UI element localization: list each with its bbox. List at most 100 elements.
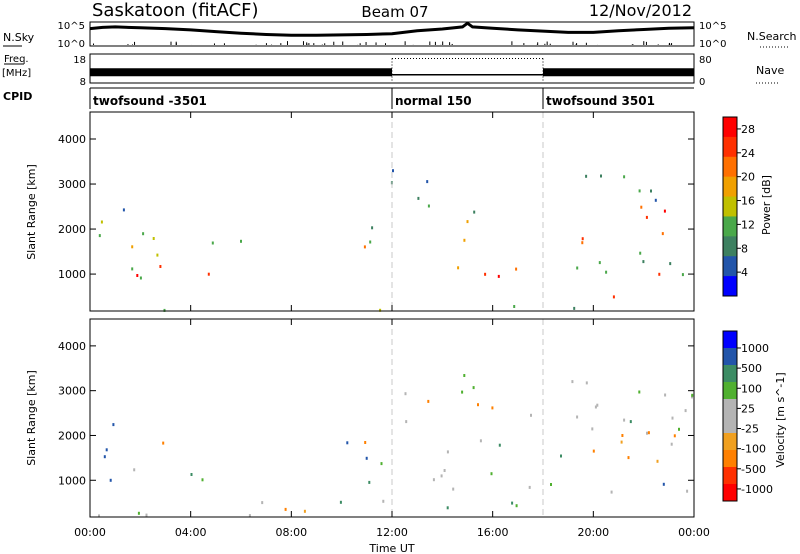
heat-cell [620, 440, 623, 444]
heat-cell [461, 390, 464, 394]
heat-cell [530, 413, 532, 417]
y-tick-label: 1000 [58, 268, 86, 281]
heat-cell [122, 208, 125, 212]
heat-cell [610, 490, 613, 494]
heat-cell [371, 226, 374, 230]
heat-cell [139, 276, 142, 280]
colorbar-swatch [723, 365, 737, 383]
colorbar-swatch [723, 382, 737, 400]
nsky-label: N.Sky [3, 31, 35, 44]
heat-cell [392, 169, 394, 173]
colorbar-tick-label: 25 [741, 402, 755, 415]
heat-cell [670, 442, 673, 446]
power-ylabel: Slant Range [km] [25, 164, 38, 260]
heat-cell [691, 393, 694, 397]
freq-tick-bottom-right: 0 [699, 77, 705, 88]
heat-cell [405, 420, 408, 424]
heat-cell [98, 514, 100, 518]
heat-cell [645, 215, 648, 219]
power-colorbar-label: Power [dB] [760, 175, 773, 235]
heat-cell [162, 441, 165, 445]
heat-cell [491, 406, 494, 410]
heat-cell [639, 251, 642, 255]
heat-cell [432, 478, 435, 482]
nsky-tick-top-right: 10^5 [699, 21, 726, 32]
heat-cell [477, 403, 479, 407]
heat-cell [346, 441, 349, 445]
heat-cell [472, 386, 475, 390]
x-tick-label: 20:00 [577, 526, 609, 539]
heat-cell [112, 423, 115, 427]
velocity-heatmap [98, 319, 694, 518]
velocity-ylabel: Slant Range [km] [25, 370, 38, 466]
colorbar-swatch [723, 176, 737, 198]
heat-cell [681, 273, 684, 277]
x-tick-label: 16:00 [477, 526, 509, 539]
colorbar-tick-label: 12 [741, 218, 755, 231]
cpid-label: CPID [3, 90, 32, 103]
heat-cell [426, 180, 429, 184]
heat-cell [528, 485, 531, 489]
heat-cell [457, 266, 460, 270]
heat-cell [364, 441, 367, 444]
heat-cell [560, 454, 562, 458]
heat-cell [662, 482, 665, 486]
heat-cell [576, 266, 579, 270]
power-frame [89, 111, 695, 312]
nsky-frame [89, 21, 695, 47]
heat-cell [103, 455, 106, 459]
cpid-segments: twofsound -3501 normal 150 twofsound 3501 [93, 88, 655, 109]
heat-cell [658, 272, 661, 276]
heat-cell [105, 448, 108, 452]
freq-tick-bottom-left: 8 [80, 77, 86, 88]
date-label: 12/Nov/2012 [589, 1, 692, 20]
heat-cell [417, 196, 420, 200]
xlabel: Time UT [368, 542, 414, 554]
cpid-segment-label: twofsound -3501 [93, 94, 207, 108]
power-heatmap [98, 112, 684, 312]
heat-cell [600, 174, 602, 178]
freq-band [543, 68, 694, 77]
colorbar-tick-label: 20 [741, 171, 755, 184]
heat-cell [638, 390, 641, 394]
heat-cell [427, 399, 430, 403]
colorbar-tick-label: 4 [741, 266, 748, 279]
velocity-colorbar-label: Velocity [m s^-1] [774, 372, 787, 467]
heat-cell [404, 392, 407, 396]
y-tick-label: 3000 [58, 178, 86, 191]
heat-cell [100, 220, 103, 224]
x-tick-label: 12:00 [376, 526, 408, 539]
velocity-frame [89, 318, 695, 518]
time-x-axis: 00:00 04:00 08:00 12:00 16:00 20:00 00:00 [74, 112, 710, 539]
heat-cell [207, 272, 210, 276]
heat-cell [678, 427, 680, 431]
colorbar-swatch [723, 484, 737, 502]
heat-cell [642, 260, 645, 264]
colorbar-swatch [723, 196, 737, 217]
colorbar-tick-label: 8 [741, 242, 748, 255]
power-colorbar: 4 8 12 16 20 24 28 [722, 116, 755, 297]
heat-cell [691, 395, 693, 399]
nsky-curve [89, 21, 695, 37]
heat-cell [156, 253, 159, 257]
heat-cell [640, 205, 643, 209]
heat-cell [585, 381, 588, 385]
heat-cell [571, 380, 574, 384]
heat-cell [284, 507, 287, 511]
heat-cell [463, 238, 466, 242]
freq-trace [90, 58, 694, 83]
heat-cell [669, 262, 672, 266]
colorbar-tick-label: 100 [741, 382, 762, 395]
heat-cell [446, 506, 449, 510]
x-tick-label: 04:00 [175, 526, 207, 539]
heat-cell [550, 483, 552, 486]
power-panel: 1000 2000 3000 4000 Slant Range [km] 4 8 12 16… [25, 111, 773, 312]
heat-cell [581, 241, 584, 245]
heat-cell [152, 237, 155, 240]
heat-cell [585, 174, 588, 178]
heat-cell [686, 489, 689, 493]
colorbar-swatch [723, 399, 737, 417]
colorbar-swatch [723, 467, 737, 485]
heat-cell [673, 434, 676, 438]
